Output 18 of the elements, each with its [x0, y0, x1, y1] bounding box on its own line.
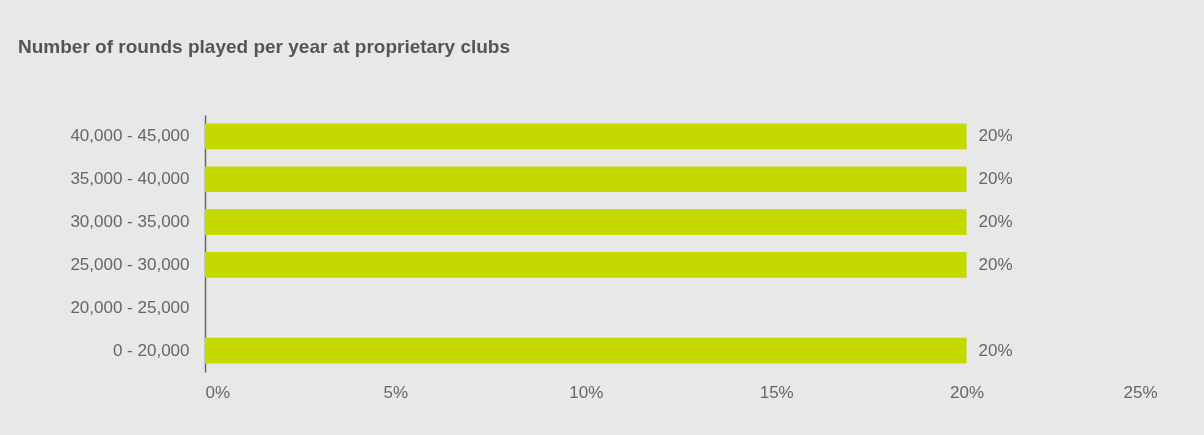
chart-title: Number of rounds played per year at proprietary clubs: [18, 36, 511, 57]
x-tick-label: 15%: [759, 382, 794, 402]
y-tick-label: 0 - 20,000: [112, 340, 190, 360]
x-tick-label: 25%: [1123, 382, 1158, 402]
x-tick-label: 5%: [383, 382, 409, 402]
y-tick-label: 40,000 - 45,000: [70, 126, 190, 146]
y-tick-label: 20,000 - 25,000: [70, 297, 190, 317]
x-tick-label: 0%: [205, 382, 231, 402]
y-tick-label: 30,000 - 35,000: [70, 212, 190, 232]
x-tick-label: 20%: [950, 382, 985, 402]
y-tick-label: 35,000 - 40,000: [70, 169, 190, 189]
data-label: 20%: [978, 340, 1013, 360]
data-label: 20%: [978, 126, 1013, 146]
x-tick-label: 10%: [569, 382, 604, 402]
data-label: 20%: [978, 254, 1013, 274]
data-label: 20%: [978, 169, 1013, 189]
data-label: 20%: [978, 212, 1013, 232]
y-tick-label: 25,000 - 30,000: [70, 254, 190, 274]
